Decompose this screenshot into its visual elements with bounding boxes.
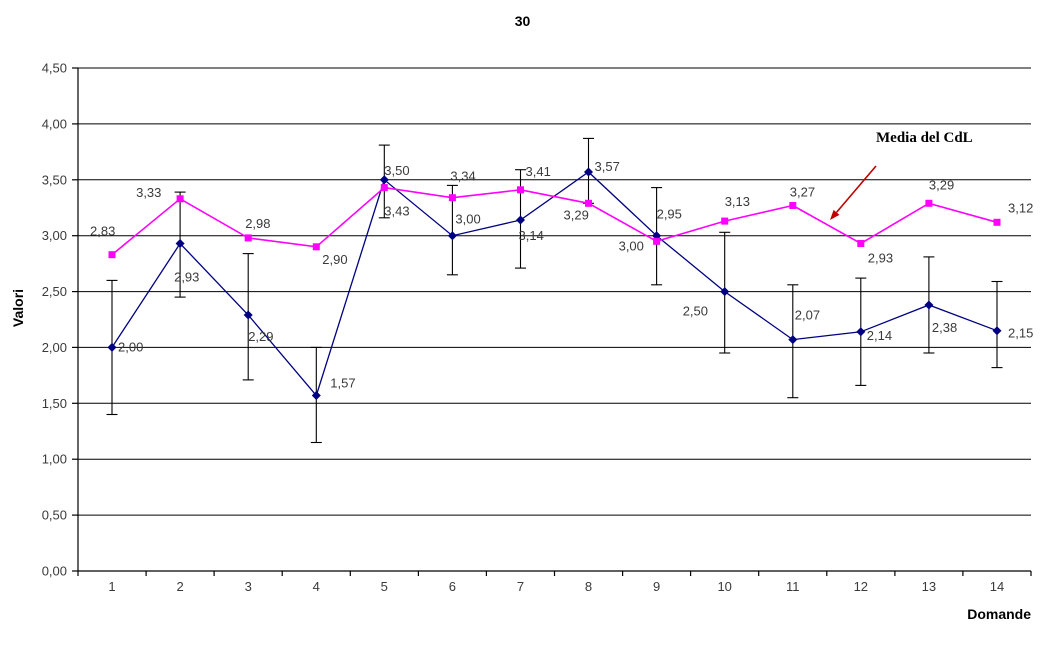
series-course-30-markers (107, 167, 1002, 400)
svg-text:2,14: 2,14 (867, 328, 892, 343)
svg-text:9: 9 (653, 579, 660, 594)
svg-text:2,50: 2,50 (683, 304, 708, 319)
svg-text:2,38: 2,38 (932, 320, 957, 335)
svg-text:3,41: 3,41 (526, 164, 551, 179)
svg-text:14: 14 (990, 579, 1004, 594)
svg-text:3,27: 3,27 (790, 185, 815, 200)
annotation-media-del-cdl: Media del CdL (876, 130, 973, 146)
svg-text:0,50: 0,50 (42, 508, 67, 523)
svg-text:2,15: 2,15 (1008, 326, 1033, 341)
svg-text:3,43: 3,43 (384, 204, 409, 219)
error-bars-course-30 (106, 137, 1003, 444)
svg-text:10: 10 (717, 579, 731, 594)
svg-text:3,00: 3,00 (619, 239, 644, 254)
svg-text:5: 5 (381, 579, 388, 594)
svg-text:4,50: 4,50 (42, 61, 67, 76)
gridlines (78, 67, 1031, 516)
svg-text:3,00: 3,00 (42, 228, 67, 243)
svg-text:0,00: 0,00 (42, 564, 67, 579)
svg-text:4: 4 (313, 579, 320, 594)
svg-text:2: 2 (176, 579, 183, 594)
svg-text:13: 13 (922, 579, 936, 594)
y-tick-labels: 0,00 0,50 1,00 1,50 2,00 2,50 3,00 3,50 4,00 4,50 (42, 61, 67, 579)
svg-text:3,29: 3,29 (564, 207, 589, 222)
svg-text:11: 11 (786, 579, 800, 594)
svg-text:3,34: 3,34 (450, 169, 475, 184)
svg-text:2,95: 2,95 (657, 206, 682, 221)
svg-text:8: 8 (585, 579, 592, 594)
svg-text:1,50: 1,50 (42, 396, 67, 411)
svg-text:1,57: 1,57 (330, 376, 355, 391)
svg-text:1,00: 1,00 (42, 452, 67, 467)
series-media-del-cdl-line (111, 186, 998, 256)
svg-text:2,50: 2,50 (42, 284, 67, 299)
svg-text:3,00: 3,00 (455, 212, 480, 227)
x-tick-labels: 1 2 3 4 5 6 7 8 9 10 11 12 13 14 (108, 579, 1004, 594)
svg-text:3,57: 3,57 (595, 159, 620, 174)
x-axis (77, 570, 1032, 576)
svg-text:1: 1 (108, 579, 115, 594)
svg-text:3,33: 3,33 (136, 185, 161, 200)
chart-title: 30 (514, 13, 531, 29)
annotation-arrow (830, 165, 877, 220)
svg-text:4,00: 4,00 (42, 116, 67, 131)
svg-text:3: 3 (245, 579, 252, 594)
svg-text:7: 7 (517, 579, 524, 594)
svg-text:2,83: 2,83 (90, 224, 115, 239)
svg-text:6: 6 (449, 579, 456, 594)
svg-text:2,00: 2,00 (118, 339, 143, 354)
svg-text:2,07: 2,07 (795, 308, 820, 323)
svg-text:12: 12 (854, 579, 868, 594)
x-axis-title: Domande (967, 606, 1031, 622)
svg-text:2,90: 2,90 (322, 252, 347, 267)
svg-text:3,12: 3,12 (1008, 200, 1033, 215)
series-media-del-cdl-markers (108, 184, 1001, 259)
svg-text:3,29: 3,29 (929, 177, 954, 192)
svg-text:3,50: 3,50 (42, 172, 67, 187)
svg-text:2,00: 2,00 (42, 340, 67, 355)
series-course-30-labels: 2,00 2,93 2,29 1,57 3,50 3,00 3,14 3,57 3,00 2,50… (118, 159, 1033, 391)
series-course-30-line (111, 171, 998, 397)
svg-text:2,93: 2,93 (174, 270, 199, 285)
svg-text:3,50: 3,50 (384, 163, 409, 178)
series-media-del-cdl-labels: 2,83 3,33 2,98 2,90 3,43 3,34 3,41 3,29 2,95 3,13… (90, 164, 1033, 267)
y-axis (72, 67, 79, 572)
svg-text:2,98: 2,98 (245, 216, 270, 231)
svg-text:2,29: 2,29 (248, 329, 273, 344)
svg-text:3,14: 3,14 (519, 228, 544, 243)
svg-text:2,93: 2,93 (868, 251, 893, 266)
svg-text:3,13: 3,13 (725, 194, 750, 209)
